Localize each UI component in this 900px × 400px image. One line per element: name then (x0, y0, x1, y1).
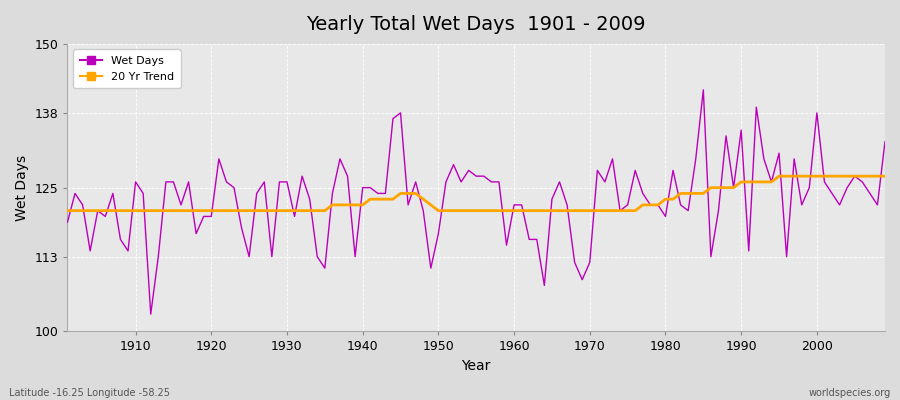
Text: Latitude -16.25 Longitude -58.25: Latitude -16.25 Longitude -58.25 (9, 388, 170, 398)
Legend: Wet Days, 20 Yr Trend: Wet Days, 20 Yr Trend (73, 50, 181, 88)
Title: Yearly Total Wet Days  1901 - 2009: Yearly Total Wet Days 1901 - 2009 (307, 15, 646, 34)
Y-axis label: Wet Days: Wet Days (15, 154, 29, 221)
Text: worldspecies.org: worldspecies.org (809, 388, 891, 398)
X-axis label: Year: Year (462, 359, 490, 373)
